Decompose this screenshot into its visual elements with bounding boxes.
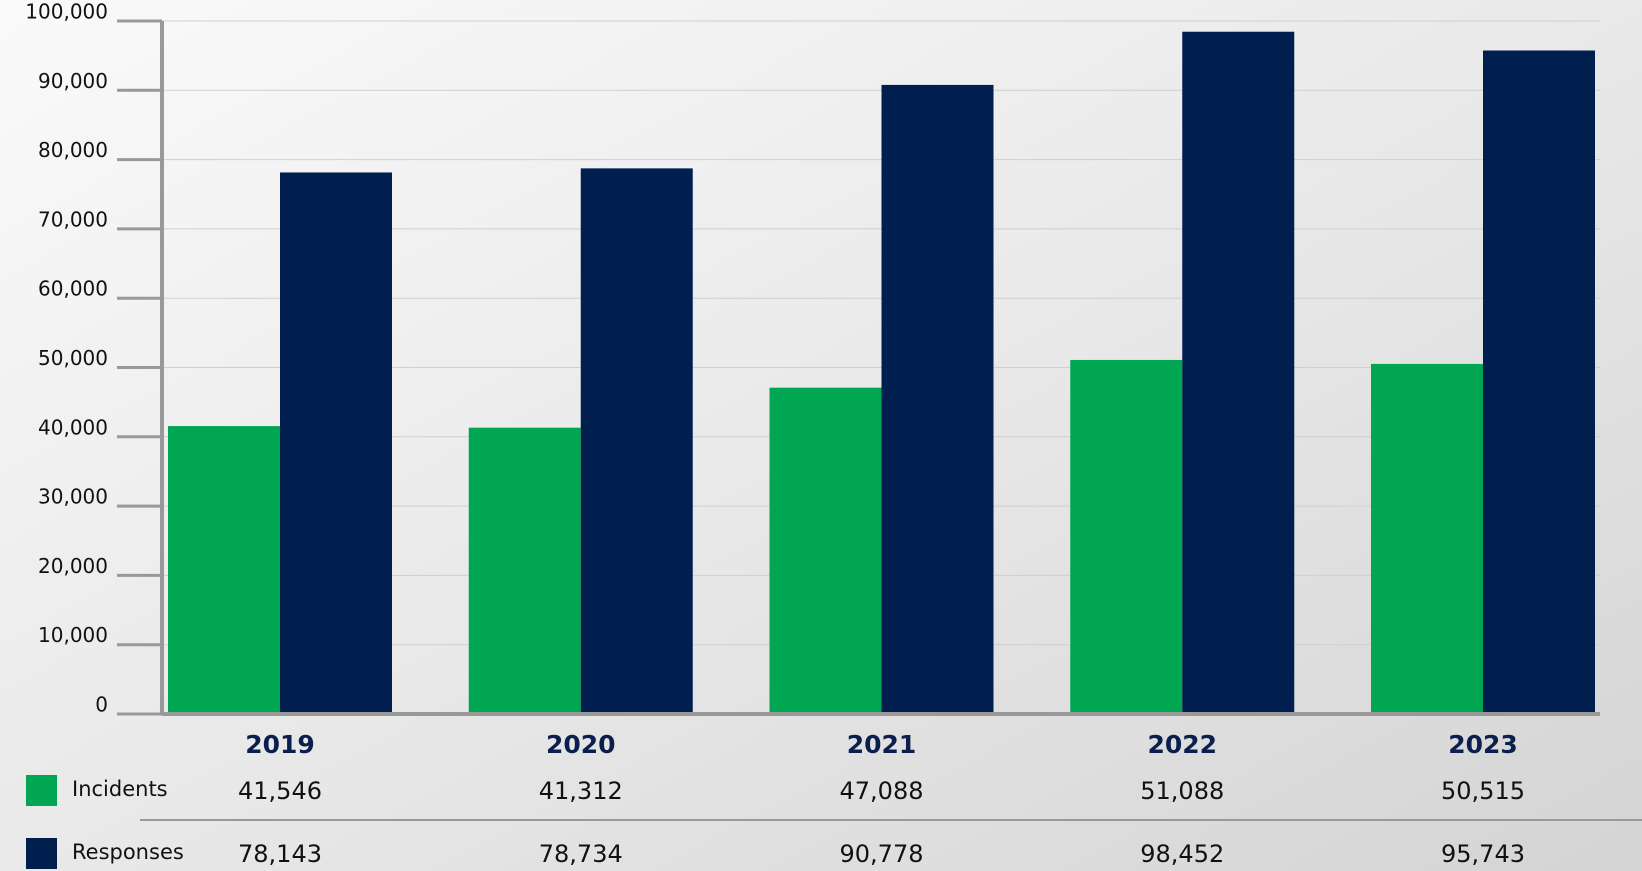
x-tick-label: 2021 (847, 730, 917, 759)
value-label: 41,312 (539, 777, 623, 805)
y-tick-label: 20,000 (38, 554, 108, 578)
y-tick-label: 70,000 (38, 207, 108, 231)
x-tick-label: 2019 (245, 730, 315, 759)
value-label: 78,734 (539, 840, 623, 868)
legend-swatch (26, 775, 57, 806)
y-tick-label: 30,000 (38, 485, 108, 509)
bar (1070, 359, 1183, 714)
bar (168, 426, 280, 714)
value-label: 51,088 (1140, 777, 1224, 805)
y-tick-label: 100,000 (25, 0, 108, 24)
value-label: 78,143 (238, 840, 322, 868)
x-tick-label: 2020 (546, 730, 616, 759)
value-label: 90,778 (840, 840, 924, 868)
bar (468, 427, 581, 714)
value-label: 41,546 (238, 777, 322, 805)
bar (580, 168, 693, 714)
x-tick-label: 2023 (1448, 730, 1518, 759)
y-tick-label: 40,000 (38, 415, 108, 439)
value-label: 95,743 (1441, 840, 1525, 868)
bar (881, 84, 994, 715)
bar (769, 387, 882, 714)
y-tick-label: 10,000 (38, 623, 108, 647)
legend-swatch (26, 838, 57, 869)
y-tick-label: 60,000 (38, 277, 108, 301)
legend-label: Responses (72, 840, 184, 864)
x-tick-label: 2022 (1147, 730, 1217, 759)
y-tick-label: 80,000 (38, 138, 108, 162)
value-label: 98,452 (1140, 840, 1224, 868)
y-tick-label: 0 (95, 693, 108, 717)
bar (1182, 31, 1295, 714)
value-label: 50,515 (1441, 777, 1525, 805)
y-tick-label: 50,000 (38, 346, 108, 370)
bar (280, 172, 392, 715)
bar (1483, 50, 1595, 714)
y-tick-label: 90,000 (38, 69, 108, 93)
legend-label: Incidents (72, 777, 168, 801)
bar (1371, 363, 1483, 714)
value-label: 47,088 (840, 777, 924, 805)
